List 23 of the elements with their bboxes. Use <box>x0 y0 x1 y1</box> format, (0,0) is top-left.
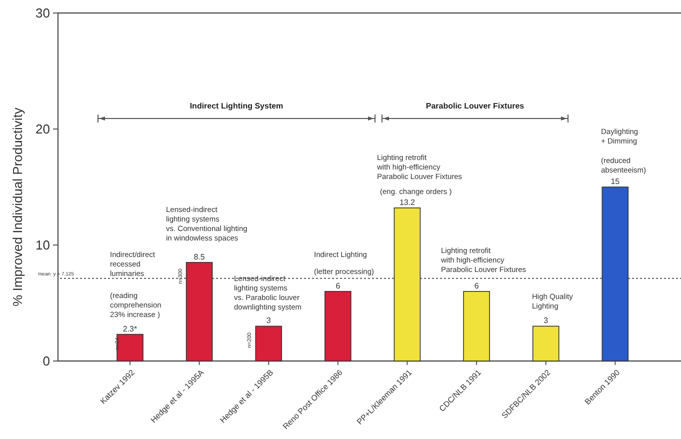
data-label: 3 <box>266 316 272 326</box>
y-tick-label: 20 <box>36 122 50 137</box>
data-label: 8.5 <box>194 252 206 262</box>
y-axis-title: % Improved Individual Productivity <box>10 107 25 306</box>
bar <box>602 186 629 362</box>
bar <box>463 291 490 362</box>
bar <box>255 326 282 362</box>
data-label: 13.2 <box>399 198 416 207</box>
y-tick-label: 10 <box>36 238 50 253</box>
y-tick-label: 0 <box>42 354 50 369</box>
annotation: Indirect Lighting System <box>190 102 284 111</box>
data-label: 3 <box>544 316 549 326</box>
data-label: 15 <box>610 177 620 186</box>
bar <box>324 291 352 362</box>
annotation: Parabolic Louver Fixtures <box>426 102 525 111</box>
bar <box>532 326 560 362</box>
y-tick-label: 30 <box>36 6 50 21</box>
data-label: 6 <box>474 281 480 290</box>
bar <box>394 207 421 362</box>
data-label: 2.3* <box>122 324 138 334</box>
bar <box>116 334 144 362</box>
bar <box>186 262 213 362</box>
data-label: 6 <box>336 281 341 290</box>
